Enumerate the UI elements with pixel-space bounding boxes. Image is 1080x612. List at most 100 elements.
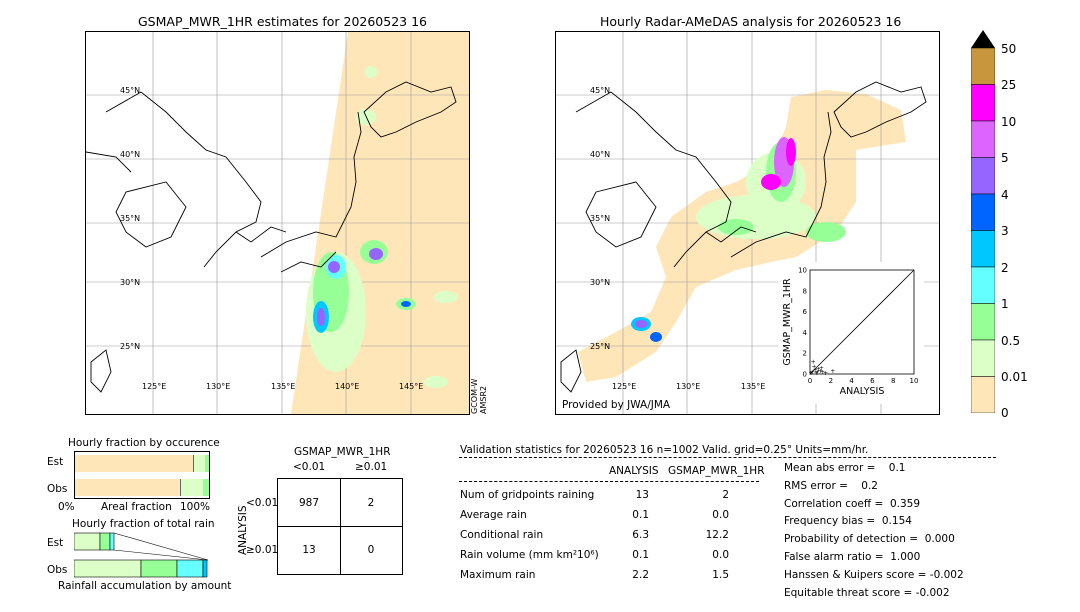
tr-obs-seg-top	[202, 559, 208, 578]
colorbar-swatch	[970, 376, 996, 414]
total-rain-title: Hourly fraction of total rain	[72, 518, 215, 530]
cb-label-50: 50	[1001, 42, 1017, 56]
cb-label-0.01: 0.01	[1001, 370, 1028, 384]
score-line: RMS error = 0.2	[784, 479, 878, 492]
left-lon-labels: 125°E 130°E 135°E 140°E 145°E	[142, 382, 423, 391]
scatter-point: +	[830, 368, 835, 375]
cb-label-10: 10	[1001, 115, 1017, 129]
stat-row-gsmap: 0.0	[712, 509, 729, 521]
colorbar-swatch	[970, 84, 996, 122]
score-line: Correlation coeff = 0.359	[784, 497, 920, 510]
scatter-point: +	[809, 370, 814, 377]
occ-obs-seg-mid	[203, 479, 209, 496]
scatter-x-tick: 8	[891, 377, 895, 385]
svg-text:45°N: 45°N	[120, 86, 140, 95]
score-line: Mean abs error = 0.1	[784, 462, 906, 474]
colorbar-swatch	[970, 120, 996, 158]
tr-obs-seg-high	[176, 559, 204, 578]
left-map: 45°N 40°N 35°N 30°N 25°N 125°E 130°E 135…	[85, 31, 470, 415]
scatter-y-tick: 10	[798, 267, 807, 275]
cell-a: 987	[298, 497, 320, 509]
scatter-xlabel: ANALYSIS	[840, 386, 885, 397]
scatter-point: +	[812, 364, 817, 371]
col-analysis: ANALYSIS	[609, 465, 659, 477]
svg-text:30°N: 30°N	[590, 278, 610, 287]
coastlines	[86, 81, 457, 393]
occ-axis-left: 0%	[58, 501, 75, 513]
colorbar-swatch	[970, 193, 996, 231]
validation-dash2	[459, 481, 759, 482]
svg-text:35°N: 35°N	[120, 214, 140, 223]
stat-row-analysis: 2.2	[632, 569, 649, 581]
stat-row-label: Maximum rain	[460, 569, 536, 581]
stat-row-label: Num of gridpoints raining	[460, 489, 595, 501]
scatter-point: +	[818, 368, 823, 375]
occ-obs-label: Obs	[47, 483, 68, 495]
scatter-x-tick: 4	[849, 377, 854, 385]
colorbar-swatch	[970, 230, 996, 268]
contingency-col1: <0.01	[293, 461, 326, 473]
scatter-x-tick: 2	[829, 377, 833, 385]
occ-axis-right: 100%	[180, 501, 211, 513]
scatter-y-tick: 6	[803, 308, 808, 316]
occurrence-chart	[74, 451, 210, 499]
score-line: Equitable threat score = -0.002	[784, 586, 950, 599]
occ-obs-bar	[75, 479, 209, 496]
colorbar-swatch	[970, 157, 996, 195]
scatter-ylabel: GSMAP_MWR_1HR	[782, 278, 793, 366]
right-map-title: Hourly Radar-AMeDAS analysis for 2026052…	[600, 14, 902, 29]
svg-text:45°N: 45°N	[590, 86, 610, 95]
colorbar	[970, 30, 996, 414]
svg-text:135°E: 135°E	[741, 382, 765, 391]
scatter-point: +	[810, 369, 815, 376]
occ-est-seg-none	[75, 455, 194, 472]
tr-est-label: Est	[47, 537, 64, 549]
scatter-point: +	[823, 370, 828, 377]
svg-text:40°N: 40°N	[120, 150, 140, 159]
occ-axis-mid: Areal fraction	[101, 501, 172, 513]
provider-label: Provided by JWA/JMA	[562, 399, 671, 411]
cb-label-5: 5	[1001, 151, 1009, 165]
total-rain-chart	[73, 532, 209, 578]
scatter-diagonal	[809, 269, 915, 375]
scatter-y-tick: 2	[803, 350, 807, 358]
score-line: Frequency bias = 0.154	[784, 515, 912, 528]
satellite-label: GCOM-W AMSR2	[470, 378, 488, 414]
scatter-point: +	[819, 365, 824, 372]
score-line: Probability of detection = 0.000	[784, 533, 955, 546]
tr-obs-seg-low	[73, 559, 142, 578]
stat-row-label: Average rain	[460, 509, 527, 521]
coastlines-right	[560, 81, 927, 393]
svg-text:125°E: 125°E	[612, 382, 636, 391]
total-rain-footer: Rainfall accumulation by amount	[58, 580, 232, 592]
svg-text:145°E: 145°E	[399, 382, 423, 391]
radar-rain	[631, 137, 846, 342]
left-lat-labels: 45°N 40°N 35°N 30°N 25°N	[120, 86, 140, 351]
rain-areas	[306, 66, 458, 388]
tr-obs-seg-mid	[140, 559, 178, 578]
scatter-point: +	[813, 367, 818, 374]
occ-obs-seg-none	[75, 479, 181, 496]
left-map-svg: 45°N 40°N 35°N 30°N 25°N 125°E 130°E 135…	[86, 32, 469, 414]
right-map-svg: 45°N 40°N 35°N 30°N 25°N 125°E 130°E 135…	[556, 32, 939, 414]
tr-est-seg-low	[73, 532, 101, 551]
contingency-row1: <0.01	[246, 497, 279, 509]
score-line: False alarm ratio = 1.000	[784, 551, 921, 563]
colorbar-svg	[970, 30, 996, 414]
contingency-col2: ≥0.01	[355, 461, 388, 473]
svg-text:25°N: 25°N	[590, 342, 610, 351]
svg-text:140°E: 140°E	[335, 382, 359, 391]
contingency-row2: ≥0.01	[246, 544, 279, 556]
score-line: Hanssen & Kuipers score = -0.002	[784, 568, 964, 581]
stat-row-gsmap: 1.5	[712, 569, 729, 581]
scatter-x-tick: 0	[808, 377, 812, 385]
scatter-point: +	[814, 370, 819, 377]
cb-label-0.5: 0.5	[1001, 334, 1021, 348]
svg-text:135°E: 135°E	[271, 382, 295, 391]
tr-obs-label: Obs	[47, 564, 68, 576]
contingency-title: GSMAP_MWR_1HR	[294, 446, 391, 458]
colorbar-swatch	[970, 303, 996, 341]
scatter-y-tick: 4	[803, 329, 808, 337]
cell-d: 0	[367, 544, 375, 556]
colorbar-swatch	[970, 266, 996, 304]
